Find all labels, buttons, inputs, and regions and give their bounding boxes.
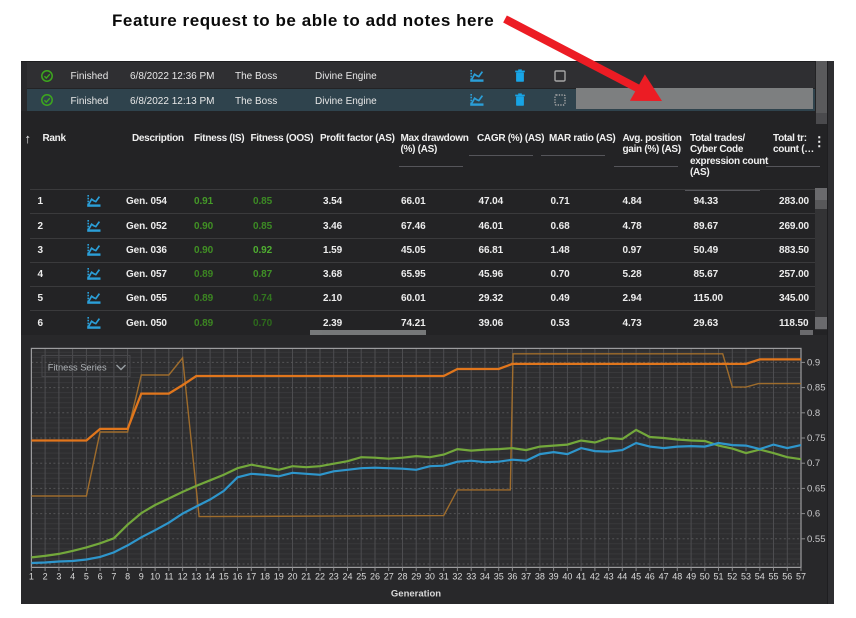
svg-text:38: 38: [535, 571, 545, 581]
svg-text:32: 32: [452, 571, 462, 581]
svg-text:0.9: 0.9: [807, 357, 820, 368]
svg-text:43: 43: [604, 571, 614, 581]
svg-text:0.85: 0.85: [807, 382, 826, 393]
svg-text:2: 2: [43, 571, 48, 581]
svg-text:24: 24: [342, 571, 352, 581]
svg-text:34: 34: [480, 571, 490, 581]
svg-text:41: 41: [576, 571, 586, 581]
svg-text:Generation: Generation: [391, 588, 441, 599]
svg-text:0.7: 0.7: [807, 458, 820, 469]
svg-text:18: 18: [260, 571, 270, 581]
svg-text:50: 50: [700, 571, 710, 581]
svg-text:17: 17: [246, 571, 256, 581]
svg-text:5: 5: [84, 571, 89, 581]
svg-text:23: 23: [329, 571, 339, 581]
svg-text:9: 9: [139, 571, 144, 581]
svg-text:0.65: 0.65: [807, 483, 826, 494]
svg-text:15: 15: [219, 571, 229, 581]
svg-text:35: 35: [494, 571, 504, 581]
svg-text:27: 27: [384, 571, 394, 581]
svg-text:20: 20: [287, 571, 297, 581]
svg-text:40: 40: [562, 571, 572, 581]
svg-text:36: 36: [507, 571, 517, 581]
svg-text:55: 55: [768, 571, 778, 581]
svg-text:47: 47: [659, 571, 669, 581]
svg-text:42: 42: [590, 571, 600, 581]
svg-text:52: 52: [727, 571, 737, 581]
svg-text:Fitness Series: Fitness Series: [48, 362, 107, 372]
svg-text:0.6: 0.6: [807, 508, 820, 519]
svg-text:49: 49: [686, 571, 696, 581]
svg-text:57: 57: [796, 571, 806, 581]
svg-text:30: 30: [425, 571, 435, 581]
svg-text:56: 56: [782, 571, 792, 581]
svg-text:37: 37: [521, 571, 531, 581]
svg-text:39: 39: [549, 571, 559, 581]
svg-text:0.55: 0.55: [807, 533, 826, 544]
svg-text:31: 31: [439, 571, 449, 581]
svg-text:28: 28: [397, 571, 407, 581]
svg-text:13: 13: [191, 571, 201, 581]
svg-text:53: 53: [741, 571, 751, 581]
svg-text:0.8: 0.8: [807, 407, 820, 418]
svg-text:0.75: 0.75: [807, 433, 826, 444]
svg-text:11: 11: [164, 571, 173, 581]
svg-text:3: 3: [56, 571, 61, 581]
svg-text:6: 6: [98, 571, 103, 581]
svg-text:4: 4: [70, 571, 75, 581]
svg-text:26: 26: [370, 571, 380, 581]
svg-text:33: 33: [466, 571, 476, 581]
svg-text:8: 8: [125, 571, 130, 581]
svg-text:51: 51: [713, 571, 723, 581]
svg-text:54: 54: [755, 571, 765, 581]
svg-text:16: 16: [232, 571, 242, 581]
svg-text:45: 45: [631, 571, 641, 581]
svg-text:48: 48: [672, 571, 682, 581]
svg-text:14: 14: [205, 571, 215, 581]
svg-text:25: 25: [356, 571, 366, 581]
svg-text:22: 22: [315, 571, 325, 581]
svg-text:10: 10: [150, 571, 160, 581]
svg-text:29: 29: [411, 571, 421, 581]
svg-text:21: 21: [301, 571, 311, 581]
svg-text:7: 7: [111, 571, 116, 581]
svg-text:46: 46: [645, 571, 655, 581]
svg-text:19: 19: [274, 571, 284, 581]
svg-text:44: 44: [617, 571, 627, 581]
svg-text:12: 12: [178, 571, 188, 581]
svg-text:1: 1: [29, 571, 34, 581]
